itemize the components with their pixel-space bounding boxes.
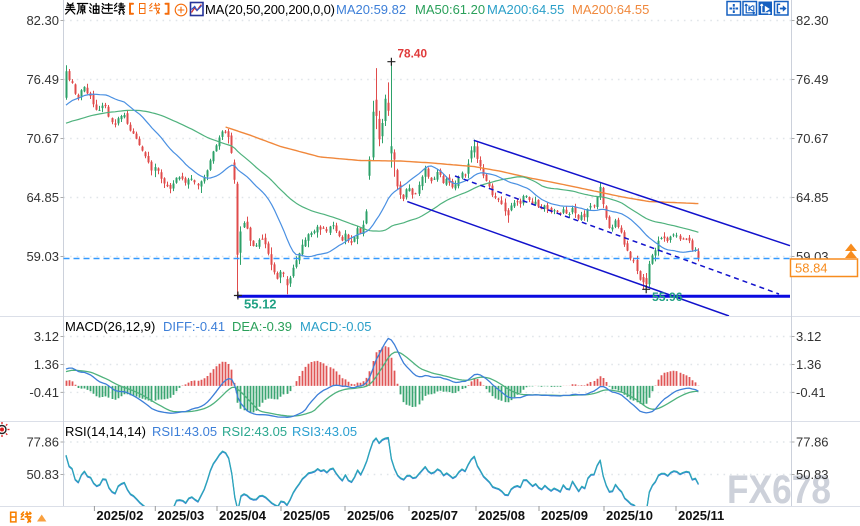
svg-text:1.36: 1.36	[796, 357, 821, 372]
svg-text:76.49: 76.49	[796, 72, 829, 87]
svg-text:2025/02: 2025/02	[96, 508, 143, 523]
svg-text:3.12: 3.12	[34, 329, 59, 344]
svg-text:DIFF:-0.41: DIFF:-0.41	[163, 319, 225, 334]
svg-text:82.30: 82.30	[26, 13, 59, 28]
svg-text:64.85: 64.85	[796, 190, 829, 205]
svg-text:MA200:64.55: MA200:64.55	[487, 2, 564, 17]
svg-text:70.67: 70.67	[26, 131, 59, 146]
svg-text:MA50:61.20: MA50:61.20	[415, 2, 485, 17]
svg-text:MA20:59.82: MA20:59.82	[336, 2, 406, 17]
svg-text:77.86: 77.86	[26, 435, 59, 450]
svg-text:2025/04: 2025/04	[219, 508, 267, 523]
svg-text:2025/03: 2025/03	[157, 508, 204, 523]
svg-text:50.83: 50.83	[26, 467, 59, 482]
svg-text:59.03: 59.03	[26, 249, 59, 264]
svg-text:MACD(26,12,9): MACD(26,12,9)	[65, 319, 155, 334]
svg-text:2025/11: 2025/11	[678, 508, 724, 523]
svg-text:82.30: 82.30	[796, 13, 829, 28]
svg-text:RSI(14,14,14): RSI(14,14,14)	[65, 424, 146, 439]
svg-text:2025/10: 2025/10	[606, 508, 653, 523]
svg-text:3.12: 3.12	[796, 329, 821, 344]
svg-text:78.40: 78.40	[398, 47, 428, 61]
svg-text:2025/06: 2025/06	[347, 508, 394, 523]
svg-text:DEA:-0.39: DEA:-0.39	[232, 319, 292, 334]
svg-text:64.85: 64.85	[26, 190, 59, 205]
svg-text:58.84: 58.84	[795, 261, 828, 276]
svg-text:-0.41: -0.41	[796, 385, 826, 400]
svg-text:77.86: 77.86	[796, 435, 829, 450]
svg-text:RSI2:43.05: RSI2:43.05	[222, 424, 287, 439]
svg-text:2025/08: 2025/08	[478, 508, 525, 523]
svg-text:55.96: 55.96	[652, 290, 683, 304]
svg-text:1.36: 1.36	[34, 357, 59, 372]
svg-text:MA200:64.55: MA200:64.55	[572, 2, 649, 17]
svg-text:RSI1:43.05: RSI1:43.05	[152, 424, 217, 439]
svg-text:2025/07: 2025/07	[411, 508, 458, 523]
svg-text:55.12: 55.12	[244, 297, 277, 312]
svg-text:76.49: 76.49	[26, 72, 59, 87]
svg-text:MACD:-0.05: MACD:-0.05	[300, 319, 372, 334]
svg-text:RSI3:43.05: RSI3:43.05	[292, 424, 357, 439]
svg-text:2025/09: 2025/09	[541, 508, 588, 523]
svg-text:FX678: FX678	[727, 468, 831, 512]
svg-text:70.67: 70.67	[796, 131, 829, 146]
svg-text:-0.41: -0.41	[29, 385, 59, 400]
svg-text:50.83: 50.83	[796, 467, 829, 482]
svg-text:2025/05: 2025/05	[283, 508, 330, 523]
svg-text:MA(20,50,200,200,0,0): MA(20,50,200,200,0,0)	[205, 2, 335, 17]
